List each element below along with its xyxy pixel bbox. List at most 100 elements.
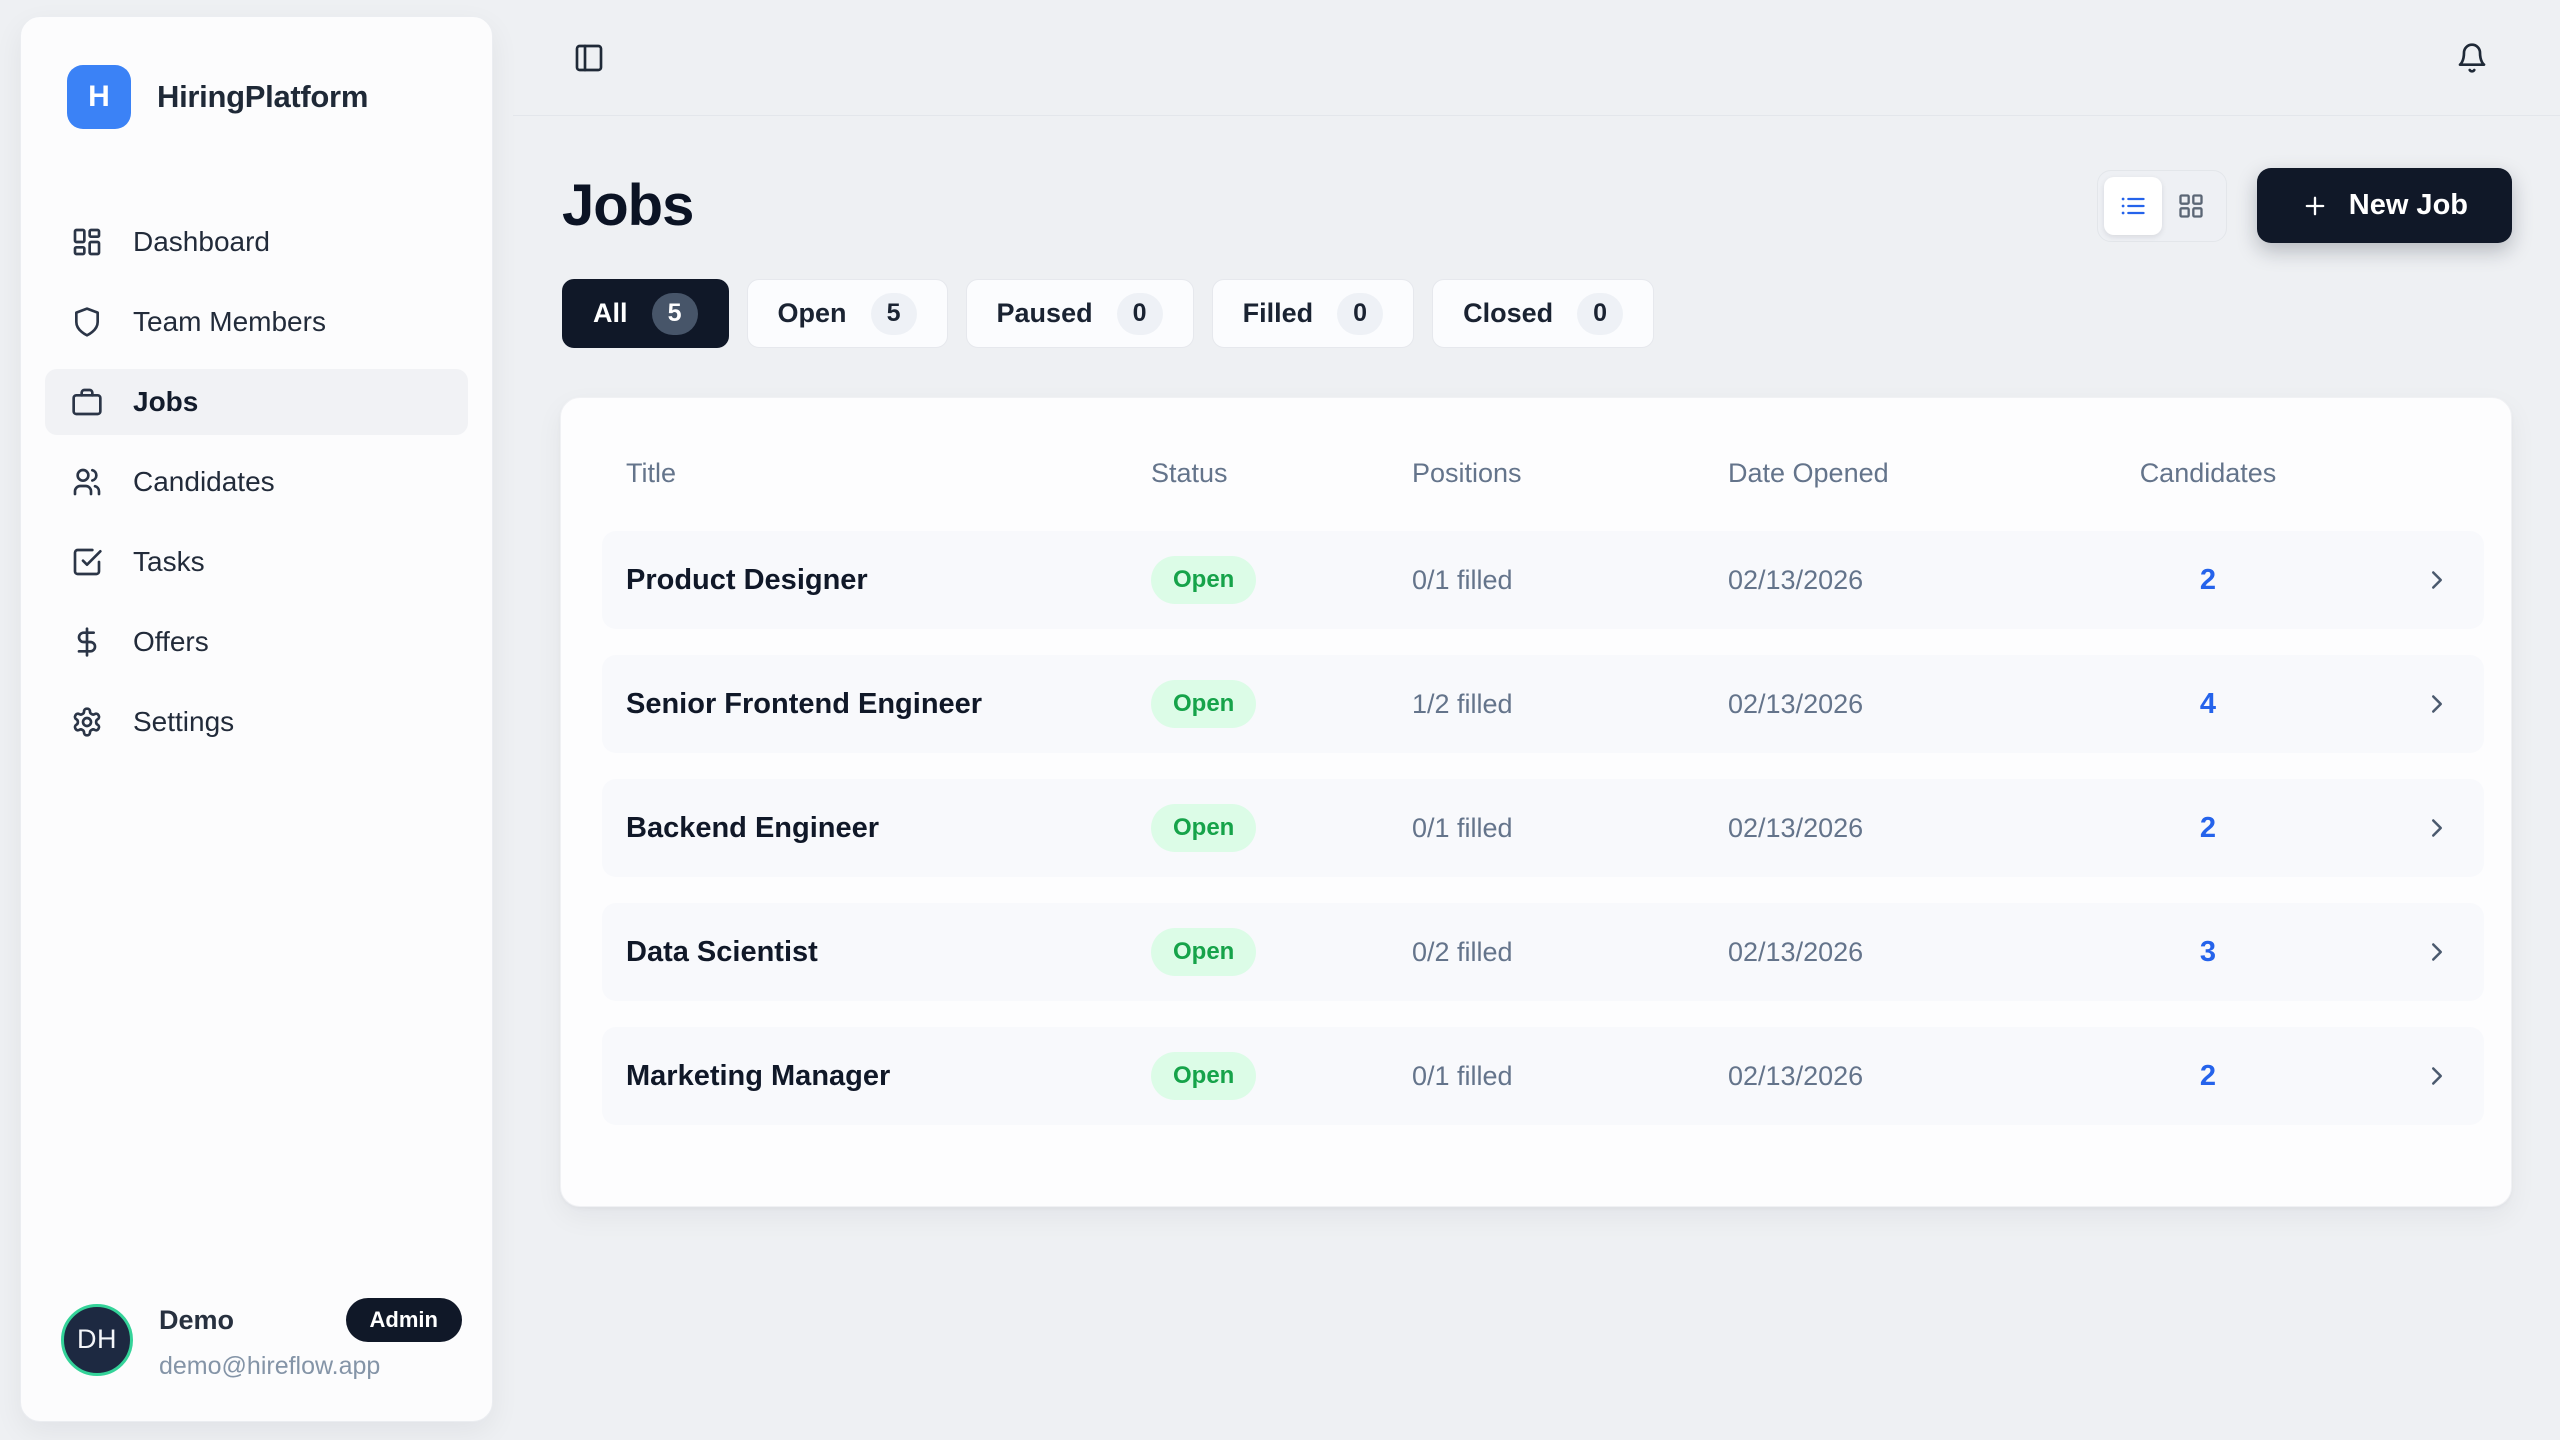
date-opened: 02/13/2026: [1728, 812, 1864, 843]
chevron-right-icon[interactable]: [2422, 937, 2452, 967]
filter-count-badge: 0: [1577, 292, 1624, 335]
job-title: Senior Frontend Engineer: [626, 687, 983, 720]
candidates-count[interactable]: 3: [2199, 935, 2217, 968]
sidebar-item-dashboard[interactable]: Dashboard: [45, 209, 468, 275]
chevron-right-icon[interactable]: [2422, 813, 2452, 843]
filter-label: All: [593, 298, 628, 328]
new-job-button[interactable]: New Job: [2256, 168, 2512, 243]
status-badge: Open: [1151, 928, 1257, 976]
job-title: Product Designer: [626, 563, 868, 596]
positions-filled: 0/1 filled: [1412, 812, 1513, 843]
sidebar-item-label: Team Members: [133, 306, 326, 337]
sidebar-item-tasks[interactable]: Tasks: [45, 529, 468, 595]
table-row[interactable]: Product Designer Open 0/1 filled 02/13/2…: [602, 531, 2484, 629]
tab-all[interactable]: All 5: [562, 279, 729, 348]
status-badge: Open: [1151, 1052, 1257, 1100]
list-view-icon: [2119, 192, 2147, 220]
new-job-label: New Job: [2348, 189, 2468, 221]
avatar-initials: DH: [77, 1324, 117, 1354]
filter-count-badge: 5: [870, 292, 917, 335]
sidebar-item-label: Tasks: [133, 546, 205, 577]
shield-icon: [71, 306, 103, 338]
sidebar-item-settings[interactable]: Settings: [45, 689, 468, 755]
brand-name: HiringPlatform: [157, 79, 369, 114]
briefcase-icon: [71, 386, 103, 418]
candidates-count[interactable]: 2: [2199, 563, 2217, 596]
brand-logo-letter: H: [88, 80, 110, 113]
sidebar-item-label: Offers: [133, 626, 209, 657]
filter-label: Paused: [996, 298, 1093, 328]
status-badge: Open: [1151, 680, 1257, 728]
user-email: demo@hireflow.app: [159, 1352, 381, 1380]
dollar-icon: [71, 626, 103, 658]
user-card[interactable]: DH Demo Admin demo@hireflow.app: [61, 1298, 462, 1381]
chevron-right-icon[interactable]: [2422, 689, 2452, 719]
brand-logo: H: [67, 65, 131, 129]
sidebar-item-offers[interactable]: Offers: [45, 609, 468, 675]
positions-filled: 1/2 filled: [1412, 688, 1513, 719]
table-row[interactable]: Data Scientist Open 0/2 filled 02/13/202…: [602, 903, 2484, 1001]
column-header-date-opened: Date Opened: [1728, 458, 1889, 488]
sidebar: H HiringPlatform Dashboard Team Members …: [20, 16, 493, 1422]
column-header-title: Title: [626, 458, 677, 488]
table-row[interactable]: Backend Engineer Open 0/1 filled 02/13/2…: [602, 779, 2484, 877]
plus-icon: [2301, 192, 2329, 220]
sidebar-item-candidates[interactable]: Candidates: [45, 449, 468, 515]
positions-filled: 0/1 filled: [1412, 564, 1513, 595]
table-header: Title Status Positions Date Opened Candi…: [602, 458, 2484, 489]
filter-count-badge: 0: [1116, 292, 1163, 335]
sidebar-item-label: Dashboard: [133, 226, 270, 257]
job-title: Data Scientist: [626, 935, 818, 968]
date-opened: 02/13/2026: [1728, 1060, 1864, 1091]
tab-filled[interactable]: Filled 0: [1211, 279, 1415, 348]
table-body: Product Designer Open 0/1 filled 02/13/2…: [602, 531, 2484, 1125]
role-badge: Admin: [345, 1298, 462, 1342]
list-view-button[interactable]: [2103, 176, 2162, 235]
tab-closed[interactable]: Closed 0: [1432, 279, 1655, 348]
users-icon: [71, 466, 103, 498]
grid-view-button[interactable]: [2162, 177, 2220, 235]
table-row[interactable]: Senior Frontend Engineer Open 1/2 filled…: [602, 655, 2484, 753]
sidebar-item-jobs[interactable]: Jobs: [45, 369, 468, 435]
tab-paused[interactable]: Paused 0: [965, 279, 1194, 348]
avatar: DH: [61, 1303, 133, 1376]
sidebar-toggle-button[interactable]: [573, 42, 605, 74]
filter-label: Closed: [1463, 298, 1554, 328]
tab-open[interactable]: Open 5: [746, 279, 948, 348]
page-title: Jobs: [562, 173, 694, 238]
grid-view-icon: [2177, 192, 2205, 220]
sidebar-item-label: Settings: [133, 706, 235, 737]
sidebar-item-label: Jobs: [133, 386, 199, 417]
chevron-right-icon[interactable]: [2422, 1061, 2452, 1091]
user-info: Demo Admin demo@hireflow.app: [159, 1298, 462, 1381]
notifications-button[interactable]: [2456, 42, 2488, 74]
candidates-count[interactable]: 2: [2199, 1059, 2217, 1092]
topbar: [513, 0, 2560, 116]
job-title: Backend Engineer: [626, 811, 880, 844]
status-badge: Open: [1151, 556, 1257, 604]
job-title: Marketing Manager: [626, 1059, 891, 1092]
filter-count-badge: 0: [1337, 292, 1384, 335]
date-opened: 02/13/2026: [1728, 688, 1864, 719]
brand: H HiringPlatform: [45, 65, 468, 129]
date-opened: 02/13/2026: [1728, 564, 1864, 595]
user-name: Demo: [159, 1304, 235, 1335]
main-content: Jobs New Job All 5 Open 5 Paused 0 Fille…: [513, 116, 2560, 1440]
candidates-count[interactable]: 2: [2199, 811, 2217, 844]
filter-label: Filled: [1242, 298, 1314, 328]
sidebar-item-label: Candidates: [133, 466, 275, 497]
column-header-positions: Positions: [1412, 458, 1522, 488]
chevron-right-icon[interactable]: [2422, 565, 2452, 595]
table-row[interactable]: Marketing Manager Open 0/1 filled 02/13/…: [602, 1027, 2484, 1125]
view-toggle: [2096, 169, 2227, 242]
candidates-count[interactable]: 4: [2199, 687, 2217, 720]
panel-left-icon: [573, 42, 605, 74]
dashboard-icon: [71, 226, 103, 258]
gear-icon: [71, 706, 103, 738]
status-filters: All 5 Open 5 Paused 0 Filled 0 Closed 0: [513, 243, 2560, 348]
sidebar-item-team-members[interactable]: Team Members: [45, 289, 468, 355]
positions-filled: 0/2 filled: [1412, 936, 1513, 967]
status-badge: Open: [1151, 804, 1257, 852]
filter-label: Open: [777, 298, 847, 328]
date-opened: 02/13/2026: [1728, 936, 1864, 967]
